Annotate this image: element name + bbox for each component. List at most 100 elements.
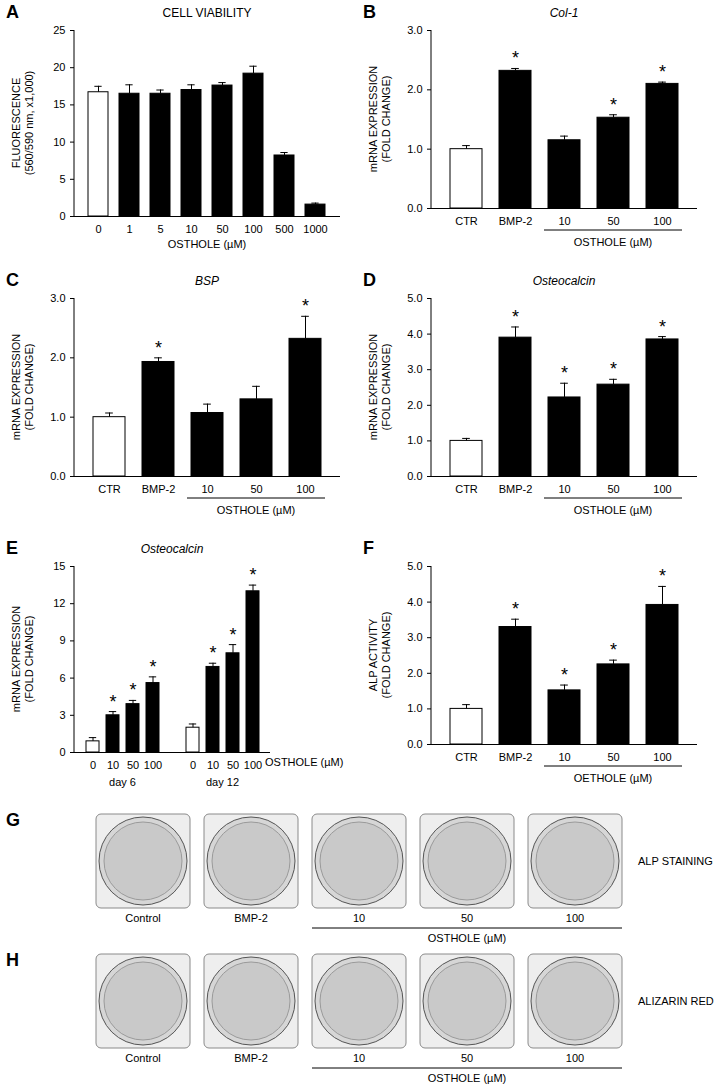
svg-text:10: 10: [558, 751, 570, 763]
svg-text:Control: Control: [125, 912, 160, 924]
svg-text:Col-1: Col-1: [550, 6, 579, 20]
svg-text:20: 20: [53, 61, 65, 73]
svg-text:2.0: 2.0: [407, 399, 422, 411]
svg-text:100: 100: [144, 759, 162, 771]
svg-text:ALP STAINING: ALP STAINING: [638, 855, 713, 867]
svg-text:10: 10: [185, 223, 197, 235]
svg-text:*: *: [561, 665, 568, 685]
svg-text:50: 50: [607, 483, 619, 495]
svg-text:1.0: 1.0: [50, 411, 65, 423]
svg-text:Osteocalcin: Osteocalcin: [141, 542, 204, 556]
svg-text:*: *: [149, 657, 156, 677]
svg-text:15: 15: [53, 98, 65, 110]
svg-text:0: 0: [190, 759, 196, 771]
svg-text:*: *: [659, 566, 666, 586]
svg-text:100: 100: [244, 223, 262, 235]
svg-text:*: *: [659, 62, 666, 82]
svg-text:CTR: CTR: [455, 483, 478, 495]
svg-text:3.0: 3.0: [407, 363, 422, 375]
svg-text:6: 6: [59, 672, 65, 684]
svg-text:BMP-2: BMP-2: [234, 912, 268, 924]
svg-text:CTR: CTR: [455, 215, 478, 227]
svg-text:10: 10: [107, 759, 119, 771]
svg-text:CTR: CTR: [98, 483, 121, 495]
svg-text:1: 1: [126, 223, 132, 235]
svg-text:OSTHOLE (µM): OSTHOLE (µM): [574, 504, 652, 516]
svg-text:15: 15: [53, 560, 65, 572]
svg-text:2.0: 2.0: [407, 83, 422, 95]
svg-text:mRNA EXPRESSION(FOLD CHANGE): mRNA EXPRESSION(FOLD CHANGE): [10, 606, 35, 712]
svg-text:BMP-2: BMP-2: [499, 751, 533, 763]
svg-text:5.0: 5.0: [407, 292, 422, 304]
svg-text:day 12: day 12: [206, 776, 239, 788]
svg-text:OSTHOLE (µM): OSTHOLE (µM): [265, 756, 343, 768]
svg-text:BMP-2: BMP-2: [234, 1052, 268, 1064]
svg-text:100: 100: [653, 751, 671, 763]
svg-text:25: 25: [53, 24, 65, 36]
svg-text:10: 10: [207, 759, 219, 771]
svg-text:0.0: 0.0: [407, 738, 422, 750]
svg-text:mRNA EXPRESSION(FOLD CHANGE): mRNA EXPRESSION(FOLD CHANGE): [367, 334, 392, 440]
svg-text:mRNA EXPRESSION(FOLD CHANGE): mRNA EXPRESSION(FOLD CHANGE): [367, 66, 392, 172]
svg-text:*: *: [155, 338, 162, 358]
svg-text:mRNA EXPRESSION(FOLD CHANGE): mRNA EXPRESSION(FOLD CHANGE): [10, 334, 35, 440]
svg-text:50: 50: [250, 483, 262, 495]
svg-text:BMP-2: BMP-2: [499, 483, 533, 495]
svg-text:*: *: [302, 296, 309, 316]
svg-text:3.0: 3.0: [407, 24, 422, 36]
svg-text:4.0: 4.0: [407, 328, 422, 340]
svg-text:BMP-2: BMP-2: [142, 483, 176, 495]
svg-text:0: 0: [59, 746, 65, 758]
svg-text:*: *: [229, 625, 236, 645]
svg-text:4.0: 4.0: [407, 596, 422, 608]
svg-text:CTR: CTR: [455, 751, 478, 763]
svg-text:1000: 1000: [303, 223, 327, 235]
svg-text:*: *: [249, 565, 256, 585]
svg-text:*: *: [209, 643, 216, 663]
svg-text:100: 100: [566, 1052, 584, 1064]
svg-text:OSTHOLE (µM): OSTHOLE (µM): [574, 236, 652, 248]
svg-text:50: 50: [607, 751, 619, 763]
svg-text:50: 50: [461, 912, 473, 924]
svg-text:100: 100: [653, 215, 671, 227]
svg-text:100: 100: [296, 483, 314, 495]
svg-text:*: *: [610, 359, 617, 379]
svg-text:3.0: 3.0: [50, 292, 65, 304]
svg-text:0.0: 0.0: [407, 202, 422, 214]
svg-text:*: *: [610, 95, 617, 115]
svg-text:OETHOLE (µM): OETHOLE (µM): [574, 772, 652, 784]
svg-text:0.0: 0.0: [407, 470, 422, 482]
svg-text:3.0: 3.0: [407, 631, 422, 643]
svg-text:10: 10: [53, 136, 65, 148]
svg-text:0: 0: [90, 759, 96, 771]
svg-text:*: *: [659, 317, 666, 337]
svg-text:*: *: [512, 599, 519, 619]
svg-text:1.0: 1.0: [407, 702, 422, 714]
svg-text:*: *: [512, 48, 519, 68]
svg-text:OSTHOLE (µM): OSTHOLE (µM): [428, 932, 506, 944]
svg-text:50: 50: [461, 1052, 473, 1064]
svg-text:BMP-2: BMP-2: [499, 215, 533, 227]
svg-text:1.0: 1.0: [407, 143, 422, 155]
svg-text:0.0: 0.0: [50, 470, 65, 482]
svg-text:2.0: 2.0: [407, 667, 422, 679]
svg-text:50: 50: [607, 215, 619, 227]
svg-text:50: 50: [216, 223, 228, 235]
svg-text:BSP: BSP: [195, 274, 219, 288]
svg-text:*: *: [109, 692, 116, 712]
svg-text:5: 5: [59, 173, 65, 185]
svg-text:OSTHOLE (µM): OSTHOLE (µM): [217, 504, 295, 516]
svg-text:2.0: 2.0: [50, 351, 65, 363]
svg-text:ALP ACTIVITY(FOLD CHANGE): ALP ACTIVITY(FOLD CHANGE): [367, 612, 392, 699]
svg-text:*: *: [610, 640, 617, 660]
svg-text:50: 50: [127, 759, 139, 771]
svg-text:100: 100: [244, 759, 262, 771]
svg-text:CELL VIABILITY: CELL VIABILITY: [163, 6, 252, 20]
svg-text:0: 0: [95, 223, 101, 235]
svg-text:*: *: [129, 680, 136, 700]
svg-text:Osteocalcin: Osteocalcin: [533, 274, 596, 288]
svg-text:5: 5: [157, 223, 163, 235]
svg-text:*: *: [561, 363, 568, 383]
svg-text:500: 500: [275, 223, 293, 235]
svg-text:100: 100: [653, 483, 671, 495]
